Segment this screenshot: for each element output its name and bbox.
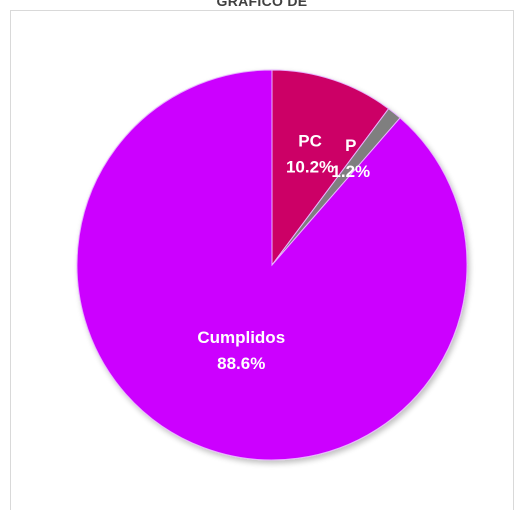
slice-category-label: PC (298, 131, 322, 150)
slice-category-label: P (345, 136, 356, 155)
pie-slice-pc (271, 69, 390, 267)
slice-value-label: 88.6% (217, 354, 265, 373)
slice-value-label: 10.2% (286, 157, 334, 176)
chart-title: GRÁFICO DE (216, 0, 308, 9)
slice-category-label: Cumplidos (197, 328, 285, 347)
slice-value-label: 1.2% (331, 162, 370, 181)
pie-slice-cumplidos (76, 69, 468, 461)
